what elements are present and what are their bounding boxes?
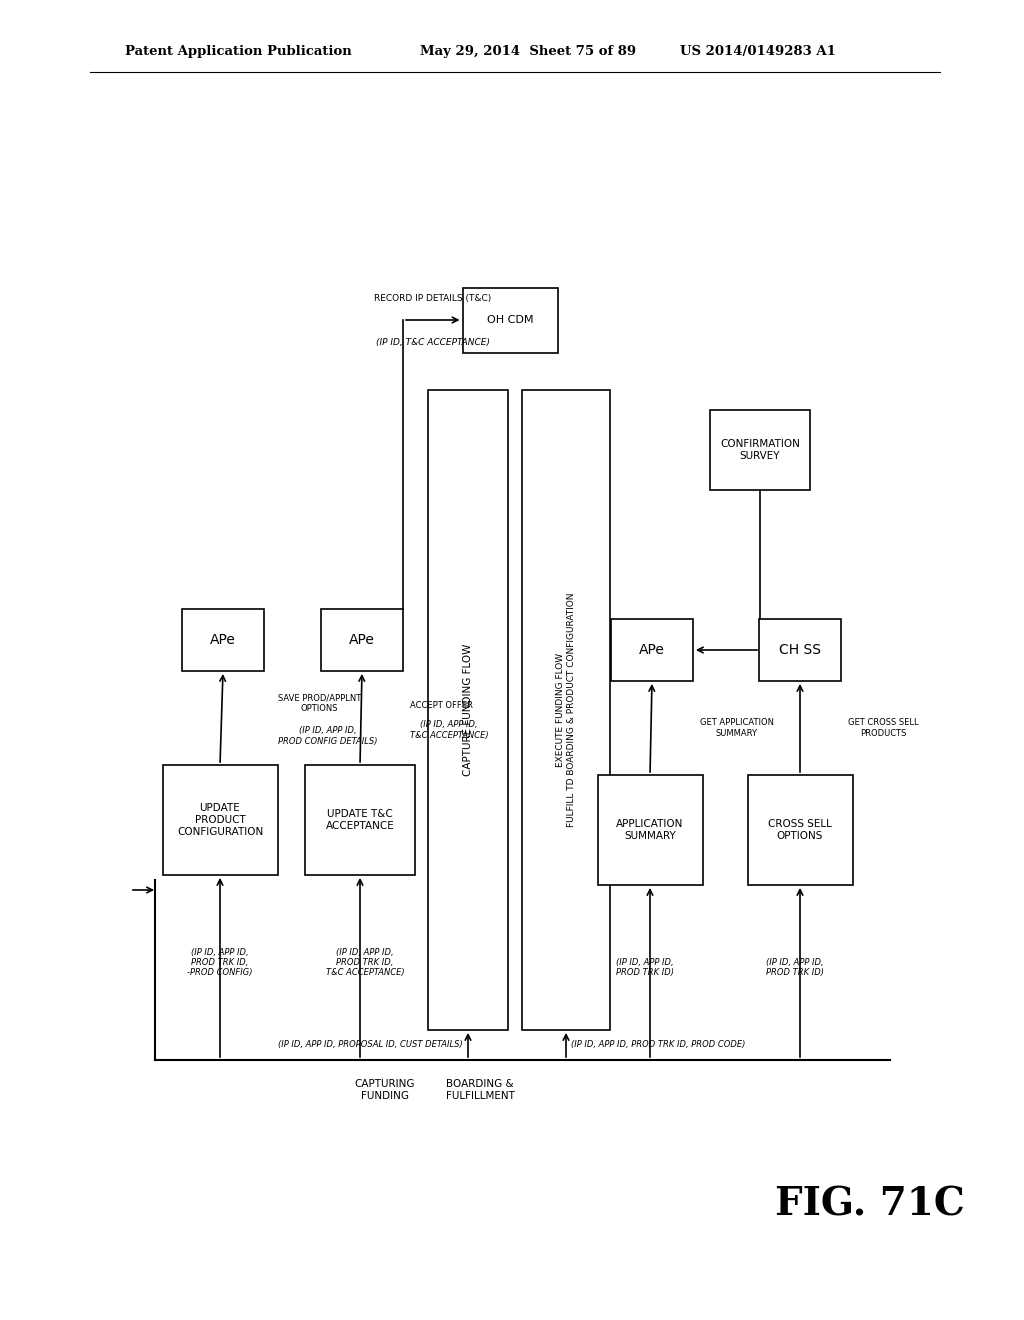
Bar [759,619,841,681]
Text: (IP ID, T&C ACCEPTANCE): (IP ID, T&C ACCEPTANCE) [376,338,489,346]
Text: CROSS SELL
OPTIONS: CROSS SELL OPTIONS [768,820,831,841]
Text: CAPTURE FUNDING FLOW: CAPTURE FUNDING FLOW [463,644,473,776]
Text: FIG. 71C: FIG. 71C [775,1185,965,1224]
Text: SAVE PROD/APPLNT
OPTIONS: SAVE PROD/APPLNT OPTIONS [278,693,361,713]
Bar [710,411,810,490]
Bar [305,766,415,875]
Text: GET CROSS SELL
PRODUCTS: GET CROSS SELL PRODUCTS [848,718,919,738]
Bar [428,389,508,1030]
Text: RECORD IP DETAILS (T&C): RECORD IP DETAILS (T&C) [374,293,492,302]
Text: APe: APe [349,634,375,647]
Text: CAPTURING
FUNDING: CAPTURING FUNDING [354,1080,416,1101]
Text: Patent Application Publication: Patent Application Publication [125,45,352,58]
Text: (IP ID, APP ID,
PROD TRK ID,
-PROD CONFIG): (IP ID, APP ID, PROD TRK ID, -PROD CONFI… [187,948,253,977]
Text: CH SS: CH SS [779,643,821,657]
Text: (IP ID, APP ID,
PROD CONFIG DETAILS): (IP ID, APP ID, PROD CONFIG DETAILS) [278,726,378,746]
Text: UPDATE T&C
ACCEPTANCE: UPDATE T&C ACCEPTANCE [326,809,394,830]
Text: APe: APe [639,643,665,657]
Text: May 29, 2014  Sheet 75 of 89: May 29, 2014 Sheet 75 of 89 [420,45,636,58]
Bar [597,775,702,884]
Bar [522,389,610,1030]
Text: ACCEPT OFFER: ACCEPT OFFER [410,701,473,710]
Bar [463,288,557,352]
Text: APPLICATION
SUMMARY: APPLICATION SUMMARY [616,820,684,841]
Text: (IP ID, APP ID,
PROD TRK ID): (IP ID, APP ID, PROD TRK ID) [616,958,674,977]
Text: (IP ID, APP ID, PROD TRK ID, PROD CODE): (IP ID, APP ID, PROD TRK ID, PROD CODE) [571,1040,745,1049]
Bar [163,766,278,875]
Bar [611,619,693,681]
Text: OH CDM: OH CDM [486,315,534,325]
Bar [321,609,403,671]
Text: (IP ID, APP ID,
PROD TRK ID,
T&C ACCEPTANCE): (IP ID, APP ID, PROD TRK ID, T&C ACCEPTA… [326,948,404,977]
Bar [182,609,264,671]
Text: EXECUTE FUNDING FLOW
FULFILL TD BOARDING & PRODUCT CONFIGURATION: EXECUTE FUNDING FLOW FULFILL TD BOARDING… [556,593,575,828]
Text: GET APPLICATION
SUMMARY: GET APPLICATION SUMMARY [700,718,774,738]
Text: APe: APe [210,634,236,647]
Bar [748,775,853,884]
Text: (IP ID, APP ID,
PROD TRK ID): (IP ID, APP ID, PROD TRK ID) [766,958,824,977]
Text: US 2014/0149283 A1: US 2014/0149283 A1 [680,45,836,58]
Text: UPDATE
PRODUCT
CONFIGURATION: UPDATE PRODUCT CONFIGURATION [177,804,263,837]
Text: CONFIRMATION
SURVEY: CONFIRMATION SURVEY [720,440,800,461]
Text: BOARDING &
FULFILLMENT: BOARDING & FULFILLMENT [445,1080,514,1101]
Text: (IP ID, APP ID,
T&C ACCEPTANCE): (IP ID, APP ID, T&C ACCEPTANCE) [410,721,488,739]
Text: (IP ID, APP ID, PROPOSAL ID, CUST DETAILS): (IP ID, APP ID, PROPOSAL ID, CUST DETAIL… [279,1040,463,1049]
